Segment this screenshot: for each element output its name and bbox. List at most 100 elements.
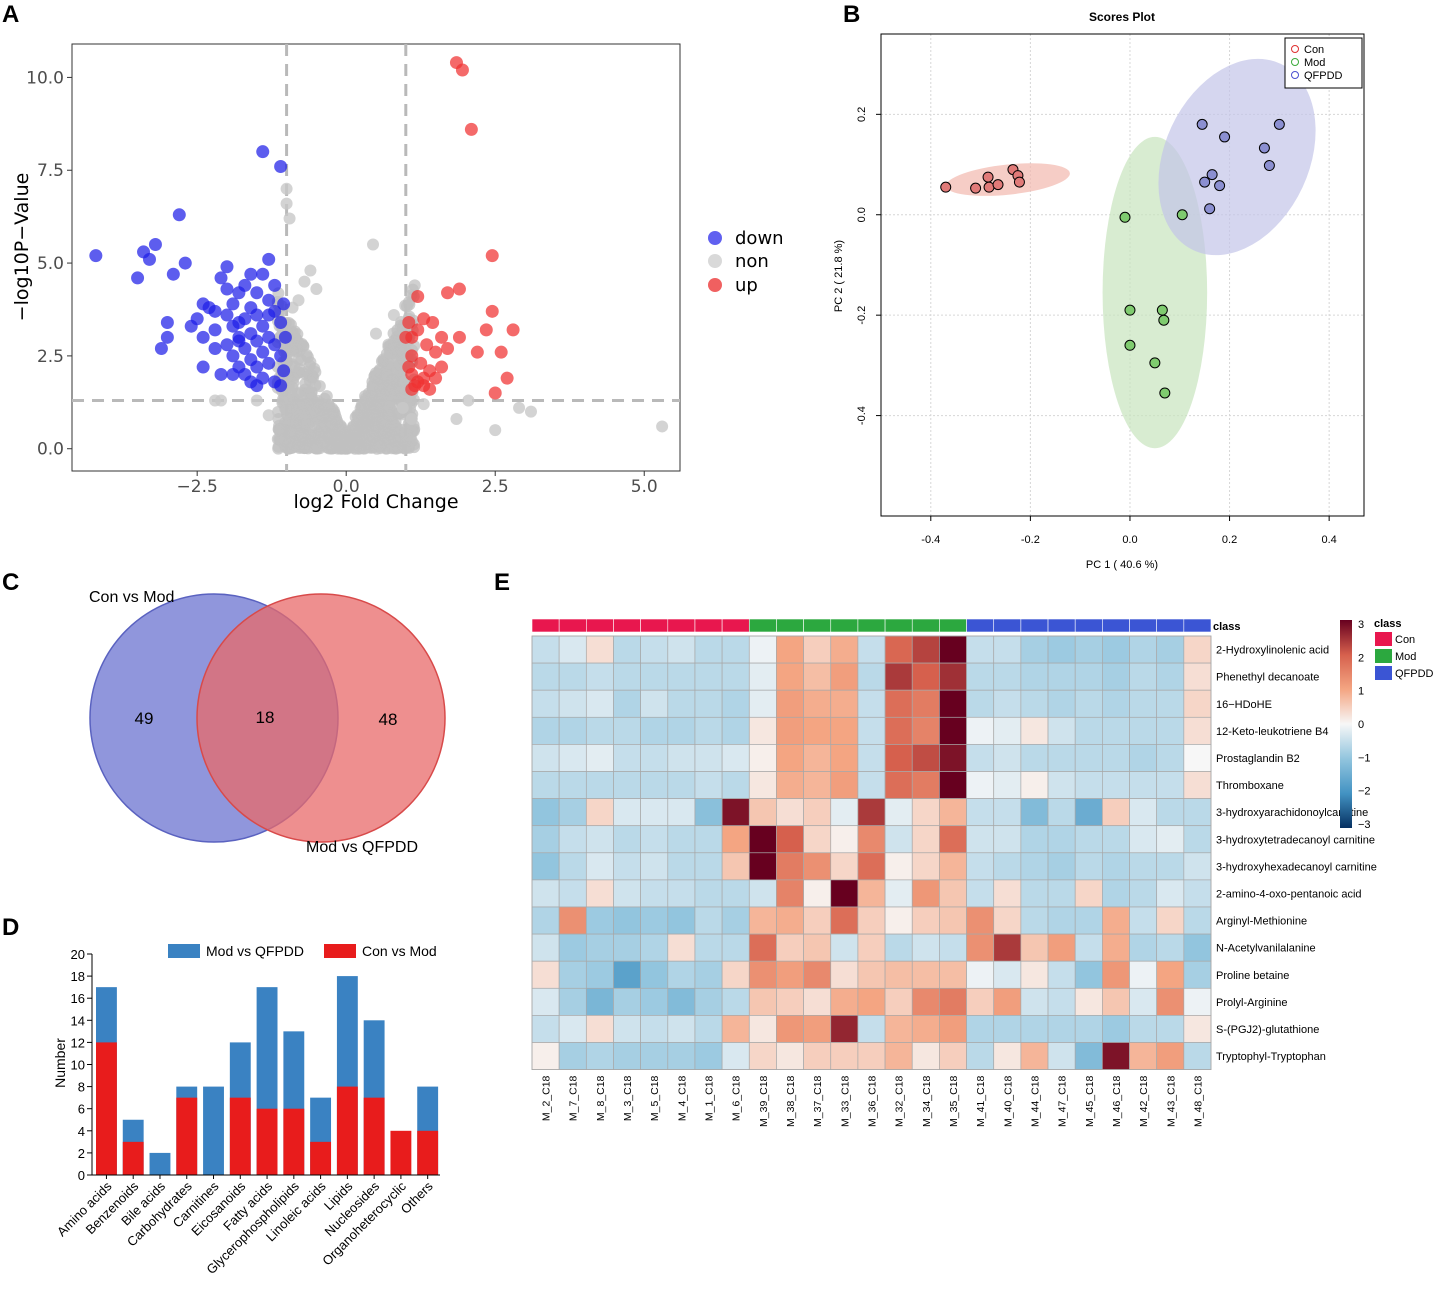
heatmap-cell (585, 798, 614, 827)
heatmap-cell (1020, 987, 1049, 1016)
heatmap-cell (721, 1042, 750, 1070)
volcano-point-down (226, 367, 240, 381)
heatmap-cell (531, 716, 560, 745)
bar-y-tick-label: 10 (71, 1058, 85, 1073)
bar-y-tick-label: 2 (78, 1146, 85, 1161)
heatmap-cell (776, 662, 804, 691)
volcano-point-non (382, 363, 395, 376)
heatmap-cell (613, 960, 641, 989)
pca-point-qfpdd (1199, 176, 1211, 188)
heatmap-cell (640, 960, 669, 989)
volcano-point-down (256, 345, 270, 359)
heatmap-cell (1156, 798, 1185, 827)
volcano-point-non (295, 337, 308, 350)
heatmap-cell (1020, 798, 1049, 827)
heatmap-cell (748, 689, 777, 718)
pca-x-tick-label: -0.4 (921, 534, 940, 546)
heatmap-cell (694, 771, 723, 799)
heatmap-cell (694, 825, 723, 854)
pca-point-mod (1119, 211, 1131, 223)
heatmap-cell (776, 1015, 804, 1043)
heatmap-class-legend: class Con Mod QFPDD (1374, 618, 1434, 680)
heatmap-cell (694, 689, 723, 718)
heatmap-cell (640, 879, 669, 908)
heatmap-cell (531, 825, 560, 854)
heatmap-cell (966, 906, 995, 935)
volcano-point-down (262, 356, 276, 370)
venn-count-right: 48 (379, 710, 398, 729)
heatmap-cell (613, 906, 641, 935)
heatmap-cell (1102, 771, 1130, 799)
volcano-point-up (485, 249, 499, 263)
volcano-point-down (274, 379, 288, 393)
heatmap-row-label: 16−HDoHE (1216, 699, 1272, 711)
heatmap-cell (911, 798, 940, 827)
volcano-point-down (268, 278, 282, 292)
heatmap-cell (1020, 825, 1049, 854)
heatmap-cell (1156, 689, 1185, 718)
heatmap-column-label: M_6_C18 (731, 1075, 743, 1121)
heatmap-cell (1156, 852, 1185, 881)
heatmap-cell (776, 879, 804, 908)
heatmap-cell (531, 798, 560, 827)
heatmap-cell (776, 798, 804, 827)
heatmap-cell (857, 852, 886, 881)
heatmap-cell (830, 798, 859, 827)
heatmap-cell (857, 906, 886, 935)
heatmap-cell (911, 744, 940, 772)
volcano-point-non (489, 424, 502, 437)
heatmap-cell (884, 744, 913, 772)
heatmap-class-cell (857, 618, 886, 633)
volcano-point-up (402, 360, 416, 374)
heatmap-cell (613, 879, 641, 908)
volcano-point-up (405, 349, 419, 363)
heatmap-cell (966, 716, 995, 745)
heatmap-cell (667, 635, 696, 664)
heatmap-cell (1102, 744, 1130, 772)
heatmap-cell (993, 744, 1022, 772)
volcano-point-down (268, 338, 282, 352)
volcano-point-non (301, 351, 314, 364)
heatmap-cell (1129, 716, 1158, 745)
pca-legend-mod: Mod (1304, 57, 1325, 69)
heatmap-cell (640, 689, 669, 718)
volcano-point-up (485, 304, 499, 318)
venn-label-mod-vs-qfpdd: Mod vs QFPDD (306, 839, 418, 856)
heatmap-cell (748, 852, 777, 881)
heatmap-cell (585, 662, 614, 691)
heatmap-cell (1074, 771, 1103, 799)
volcano-point-non (408, 279, 421, 292)
volcano-point-up (452, 282, 466, 296)
heatmap-cell (884, 933, 913, 962)
heatmap-cell (857, 771, 886, 799)
volcano-axis-ticks: −2.5 0.0 2.5 5.0 0.0 2.5 5.0 7.5 10.0 (26, 68, 658, 497)
heatmap-cell (1020, 879, 1049, 908)
volcano-point-down (238, 367, 252, 381)
volcano-point-up (417, 371, 431, 385)
bar-con-vs-mod (363, 1097, 385, 1175)
heatmap-cell (830, 635, 859, 664)
heatmap-scale-tick-label: 3 (1358, 619, 1364, 631)
heatmap-cell (966, 879, 995, 908)
heatmap-class-cell (1074, 618, 1103, 633)
venn-count-left: 49 (135, 709, 154, 728)
heatmap-cell (1047, 662, 1076, 691)
heatmap-cell (640, 987, 669, 1016)
heatmap-cell (1020, 1015, 1049, 1043)
heatmap-cell (884, 852, 913, 881)
bar-con-vs-mod (256, 1108, 278, 1175)
pca-legend-con-swatch (1291, 45, 1299, 53)
heatmap-cell (776, 1042, 804, 1070)
heatmap-cell (966, 852, 995, 881)
heatmap-cell (748, 744, 777, 772)
heatmap-cell (613, 689, 641, 718)
heatmap-cell (1183, 987, 1212, 1016)
volcano-point-down (89, 249, 103, 263)
heatmap-cell (1047, 689, 1076, 718)
volcano-point-non (513, 401, 526, 414)
heatmap-cell (776, 906, 804, 935)
heatmap-class-cell (558, 618, 587, 633)
volcano-x-tick-label: 2.5 (482, 477, 509, 497)
heatmap-column-label: M_48_C18 (1192, 1075, 1204, 1127)
heatmap-cell (585, 879, 614, 908)
